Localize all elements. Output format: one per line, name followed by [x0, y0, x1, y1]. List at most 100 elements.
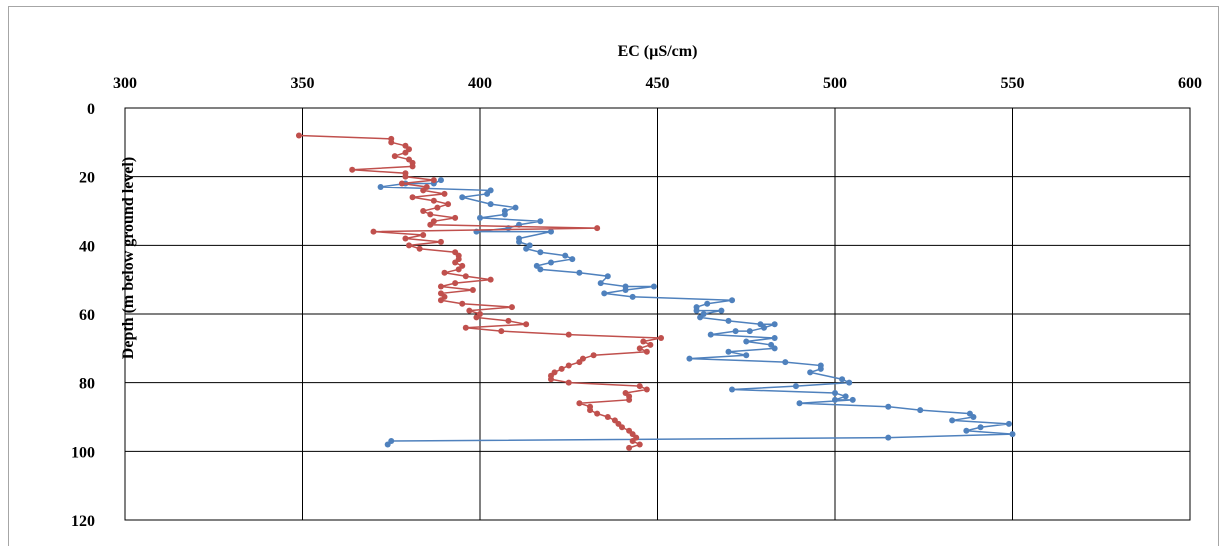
series-2-point: [576, 359, 583, 366]
series-1-point: [377, 183, 384, 190]
series-2-point: [427, 221, 434, 228]
y-tick-label: 80: [79, 376, 95, 393]
series-2-point: [437, 238, 444, 245]
series-1-point: [1009, 431, 1016, 438]
series-2-point: [594, 225, 601, 232]
series-1-point: [562, 252, 569, 259]
series-1-point: [746, 328, 753, 335]
series-2-point: [437, 283, 444, 290]
series-1-point: [437, 177, 444, 184]
series-1-point: [725, 348, 732, 355]
series-1-point: [817, 365, 824, 372]
series-1-point: [697, 314, 704, 321]
gridlines: [125, 108, 1190, 520]
series-2-point: [437, 297, 444, 304]
series-1-point: [622, 286, 629, 293]
series-2-point: [388, 139, 395, 146]
x-tick-label: 500: [823, 75, 847, 92]
series-1-point: [686, 355, 693, 362]
x-tick-label: 450: [646, 75, 670, 92]
series-2-point: [406, 242, 412, 249]
series-1-point: [729, 297, 736, 304]
series-1-point: [548, 228, 554, 235]
series-2-point: [505, 317, 512, 324]
series-1-point: [650, 283, 657, 290]
series-1-point: [832, 389, 838, 396]
series-1-point: [885, 403, 892, 410]
series-1-point: [846, 379, 853, 386]
series-2-point: [473, 314, 480, 321]
series-1-point: [384, 441, 391, 448]
series-1-point: [1005, 420, 1012, 427]
series-1-point: [796, 400, 803, 407]
x-tick-labels: 300 350 400 450 500 550 600: [113, 75, 1202, 92]
series-1-point: [792, 383, 799, 390]
series-1-point: [569, 256, 576, 263]
y-tick-label: 100: [71, 444, 95, 461]
series-1-point: [885, 434, 892, 441]
series-1-point: [704, 300, 711, 307]
series-1-point: [477, 214, 483, 221]
series-2-point: [647, 341, 654, 348]
series-2-point: [629, 438, 636, 445]
series-2-point: [466, 307, 473, 314]
series-2-point: [594, 410, 601, 417]
series-2-point: [452, 259, 459, 266]
series-2-point: [441, 190, 448, 197]
y-tick-label: 0: [87, 101, 95, 118]
series-1-point: [718, 307, 725, 314]
series-2-point: [548, 376, 554, 383]
series-1-point: [597, 280, 604, 287]
series-2-point: [416, 245, 423, 252]
series-1-point: [487, 201, 494, 208]
series-1-point: [832, 396, 838, 403]
series-2-point: [636, 345, 643, 352]
series-1-point: [743, 338, 750, 345]
series-1-point: [732, 328, 739, 335]
series-2-point: [640, 338, 647, 345]
series-2-point: [469, 286, 476, 293]
series-2-point: [565, 362, 572, 369]
series-2-point: [619, 424, 625, 431]
series-2-point: [409, 163, 416, 170]
y-tick-label: 60: [79, 307, 95, 324]
series-1-point: [523, 245, 530, 252]
series-1-point: [725, 317, 732, 324]
x-tick-label: 550: [1001, 75, 1025, 92]
series-1-point: [771, 321, 778, 328]
series-2-point: [402, 149, 409, 156]
y-axis-title: Depth (m below ground level): [120, 157, 137, 359]
series-1-point: [601, 290, 608, 297]
series-1-point: [771, 345, 778, 352]
series-2-point: [434, 204, 441, 211]
series-2-point: [487, 276, 494, 283]
series-2-point: [590, 352, 597, 359]
series-2-point: [643, 386, 650, 393]
series-2-point: [430, 177, 437, 184]
series-1-point: [839, 376, 846, 383]
series-1-point: [548, 259, 554, 266]
series-1-point: [459, 194, 466, 201]
y-tick-label: 20: [79, 170, 95, 187]
series-2-point: [427, 211, 434, 218]
series-2-point: [636, 383, 643, 390]
series-1-point: [512, 204, 519, 211]
series-1-point: [842, 393, 849, 400]
series-2-point: [462, 273, 469, 280]
series-2-point: [523, 321, 530, 328]
series-2-point: [565, 331, 572, 338]
series-1-point: [849, 396, 856, 403]
plot-area-border: [124, 107, 1191, 521]
series-1-point: [576, 269, 583, 276]
series-2-point: [370, 228, 377, 235]
x-tick-label: 350: [291, 75, 315, 92]
series-1-point: [917, 407, 924, 414]
series-2-point: [626, 444, 633, 451]
series-2-point: [604, 414, 611, 420]
series-1-point: [516, 238, 523, 245]
series-1-point: [629, 293, 636, 300]
series-2-point: [445, 201, 452, 208]
series-2-point: [565, 379, 572, 386]
series-2-point: [349, 166, 356, 173]
